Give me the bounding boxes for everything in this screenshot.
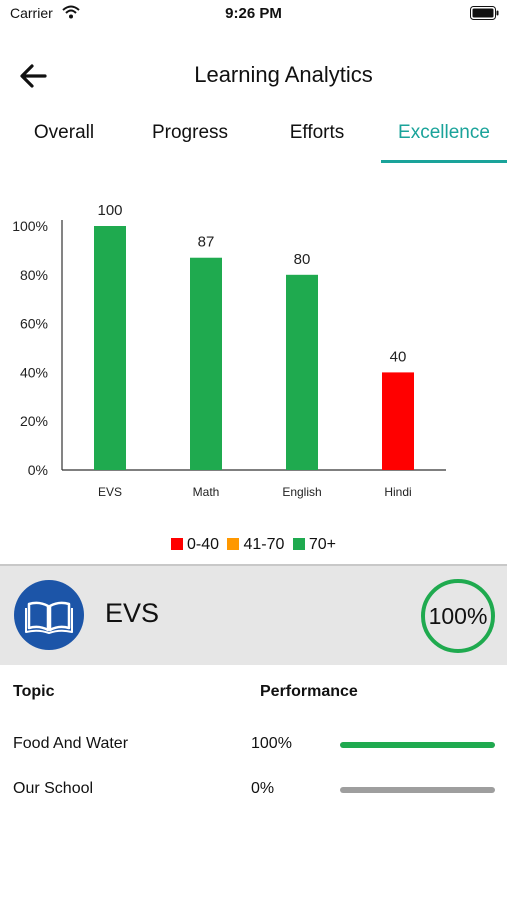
subject-name: EVS [105, 598, 160, 628]
y-tick-label: 80% [20, 267, 48, 283]
bar-data-label: 80 [294, 251, 311, 268]
carrier-label: Carrier [10, 5, 53, 21]
legend-label-medium: 41-70 [243, 536, 285, 553]
legend-swatch-low [171, 538, 183, 550]
status-time: 9:26 PM [225, 5, 282, 22]
legend-item-high: 70+ [292, 536, 336, 554]
tab-efforts[interactable]: Efforts [289, 122, 345, 143]
x-tick-label: Math [193, 485, 220, 499]
topic-row-food-and-water[interactable]: Food And Water 100% [0, 735, 507, 765]
active-tab-indicator [381, 160, 507, 163]
y-tick-label: 0% [28, 462, 48, 478]
y-tick-label: 20% [20, 413, 48, 429]
topic-progress-fill [340, 742, 495, 748]
performance-column-header: Performance [260, 683, 358, 700]
subject-avatar[interactable] [14, 580, 84, 650]
tab-excellence[interactable]: Excellence [398, 122, 490, 143]
topic-column-header: Topic [13, 683, 55, 700]
bar-chart-svg: 0% 20% 40% 60% 80% 100% 100 EVS 87 Math 80 English 4… [12, 202, 446, 499]
wifi-icon [62, 5, 80, 24]
subject-score-ring: 100% [421, 579, 495, 653]
topic-percent: 0% [251, 780, 275, 797]
bar-hindi [382, 372, 414, 470]
page-title: Learning Analytics [194, 62, 373, 87]
status-bar: Carrier 9:26 PM [0, 0, 507, 28]
battery-icon [470, 6, 500, 25]
legend-label-high: 70+ [308, 536, 336, 553]
bar-evs [94, 226, 126, 470]
topic-name: Food And Water [13, 735, 129, 752]
topic-name: Our School [13, 780, 94, 797]
y-tick-label: 100% [12, 218, 48, 234]
legend-item-medium: 41-70 [227, 536, 284, 554]
bar-math [190, 257, 222, 470]
x-tick-label: EVS [98, 485, 122, 499]
tab-overall[interactable]: Overall [33, 122, 95, 143]
legend-item-low: 0-40 [171, 536, 219, 554]
bar-english [286, 274, 318, 470]
topic-percent: 100% [251, 735, 292, 752]
topic-progress-bar [340, 742, 495, 748]
tab-progress[interactable]: Progress [151, 122, 229, 143]
y-tick-label: 40% [20, 364, 48, 380]
topic-progress-bar [340, 787, 495, 793]
bar-data-label: 40 [390, 348, 407, 365]
y-tick-label: 60% [20, 316, 48, 332]
arrow-left-icon [18, 64, 48, 94]
legend-swatch-high [292, 538, 305, 550]
bar-data-label: 100 [97, 202, 122, 219]
legend-label-low: 0-40 [187, 536, 220, 553]
tab-bar: Overall Progress Efforts Excellence [0, 112, 507, 164]
topic-row-our-school[interactable]: Our School 0% [0, 780, 507, 810]
bar-data-label: 87 [198, 234, 215, 251]
legend-swatch-medium [227, 538, 240, 550]
chart-legend: 0-40 41-70 70+ [0, 536, 507, 560]
subject-panel: EVS 100% [0, 564, 507, 665]
x-tick-label: English [282, 485, 321, 499]
back-button[interactable] [18, 62, 50, 92]
book-icon [14, 601, 84, 654]
excellence-bar-chart: 0% 20% 40% 60% 80% 100% 100 EVS 87 Math 80 English 4… [0, 190, 507, 520]
x-tick-label: Hindi [384, 485, 411, 499]
